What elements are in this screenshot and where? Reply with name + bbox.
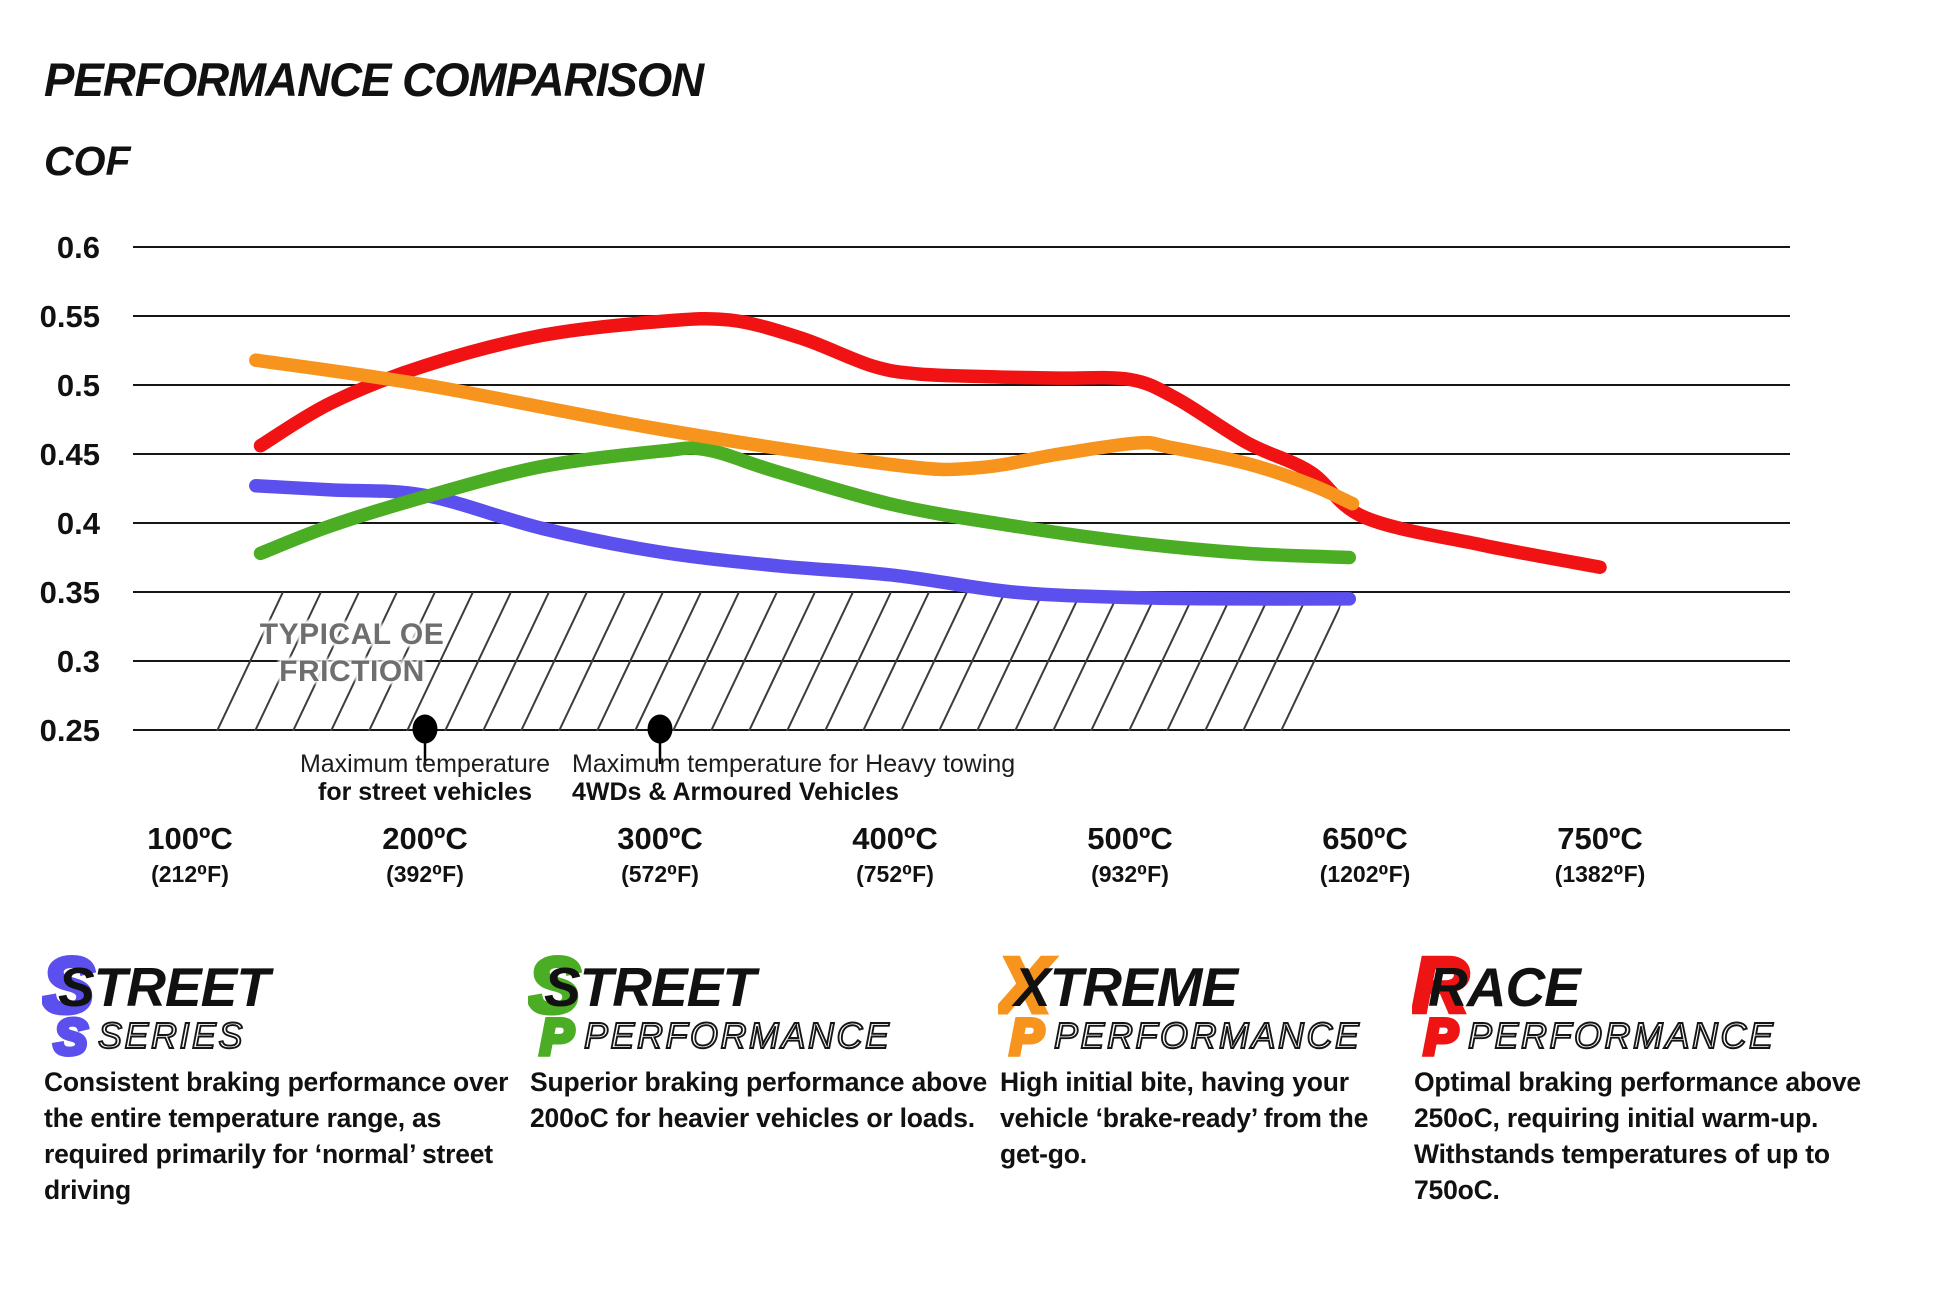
street-performance-badge-letter: S xyxy=(528,944,580,1029)
legend-street-series: S S STREET SERIES Consistent braking per… xyxy=(42,944,527,1208)
y-tick-label-0.25: 0.25 xyxy=(40,713,100,748)
street-series-logo: S S STREET SERIES xyxy=(42,944,275,1058)
street-performance-description: Superior braking performance above 200oC… xyxy=(530,1067,988,1134)
race-performance-badge-letter: R xyxy=(1412,944,1468,1029)
x-tick-label-750f: (1382⁰F) xyxy=(1555,861,1646,887)
series-line-xtreme-performance xyxy=(249,353,1360,511)
annotation-text-0-line1: Maximum temperature xyxy=(300,750,550,778)
x-tick-label-300c: 300ºC xyxy=(617,821,702,856)
xtreme-performance-badge-letter-2: P xyxy=(1010,1009,1044,1058)
y-tick-label-0.6: 0.6 xyxy=(57,230,100,265)
legend-xtreme-performance: X P XTREME PERFORMANCE High initial bite… xyxy=(998,944,1370,1172)
street-series-word: STREET xyxy=(58,956,274,1018)
y-axis-title: COF xyxy=(44,138,131,184)
street-series-subword: SERIES xyxy=(98,1015,245,1056)
x-tick-label-500c: 500ºC xyxy=(1087,821,1172,856)
x-tick-label-100f: (212⁰F) xyxy=(151,861,229,887)
street-performance-subword: PERFORMANCE xyxy=(584,1015,892,1056)
typical-oe-friction-label: TYPICAL OE FRICTION xyxy=(252,617,452,691)
street-performance-logo: S P STREET PERFORMANCE xyxy=(528,944,892,1058)
street-performance-word: STREET xyxy=(544,956,760,1018)
street-performance-badge-letter-2: P xyxy=(540,1009,574,1058)
annotation-dot-200 xyxy=(412,714,438,744)
typical-oe-friction-band xyxy=(207,592,1345,731)
race-performance-description: Optimal braking performance above 250oC,… xyxy=(1414,1067,1861,1206)
xtreme-performance-subword: PERFORMANCE xyxy=(1054,1015,1362,1056)
annotation-text-1-line1: Maximum temperature for Heavy towing xyxy=(572,750,1015,778)
annotation-text-1-line2: 4WDs & Armoured Vehicles xyxy=(572,778,899,806)
xtreme-performance-description: High initial bite, having your vehicle ‘… xyxy=(1000,1067,1369,1170)
x-tick-label-400c: 400ºC xyxy=(852,821,937,856)
y-tick-label-0.55: 0.55 xyxy=(40,299,100,334)
oe-label-line2: FRICTION xyxy=(279,654,425,688)
race-performance-badge-letter-2: P xyxy=(1424,1009,1458,1058)
series-line-street-performance xyxy=(253,441,1357,565)
annotation-dot-300 xyxy=(647,714,673,744)
y-tick-label-0.4: 0.4 xyxy=(57,506,101,541)
xtreme-performance-word: XTREME xyxy=(1011,956,1241,1018)
y-tick-label-0.3: 0.3 xyxy=(57,644,100,679)
x-tick-label-750c: 750ºC xyxy=(1557,821,1642,856)
race-performance-subword: PERFORMANCE xyxy=(1468,1015,1776,1056)
xtreme-performance-logo: X P XTREME PERFORMANCE xyxy=(998,944,1362,1058)
y-tick-label-0.45: 0.45 xyxy=(40,437,100,472)
x-tick-label-500f: (932⁰F) xyxy=(1091,861,1169,887)
street-series-badge-letter: S xyxy=(42,944,94,1029)
x-tick-label-300f: (572⁰F) xyxy=(621,861,699,887)
page-title: PERFORMANCE COMPARISON xyxy=(44,53,704,106)
street-series-description: Consistent braking performance over the … xyxy=(44,1067,509,1206)
x-tick-label-200f: (392⁰F) xyxy=(386,861,464,887)
legend-race-performance: R P RACE PERFORMANCE Optimal braking per… xyxy=(1412,944,1890,1208)
xtreme-performance-badge-letter: X xyxy=(998,944,1054,1029)
legend-street-performance: S P STREET PERFORMANCE Superior braking … xyxy=(528,944,1006,1136)
street-series-badge-letter-2: S xyxy=(54,1009,87,1058)
x-tick-label-100c: 100ºC xyxy=(147,821,232,856)
x-tick-label-650c: 650ºC xyxy=(1322,821,1407,856)
annotation-text-0-line2: for street vehicles xyxy=(318,778,532,806)
race-performance-logo: R P RACE PERFORMANCE xyxy=(1412,944,1776,1058)
oe-label-line1: TYPICAL OE xyxy=(259,618,445,651)
y-tick-label-0.5: 0.5 xyxy=(57,368,100,403)
race-performance-word: RACE xyxy=(1428,956,1583,1018)
x-tick-label-200c: 200ºC xyxy=(382,821,467,856)
y-tick-label-0.35: 0.35 xyxy=(40,575,100,610)
series-line-race-performance xyxy=(253,311,1607,574)
x-tick-label-400f: (752⁰F) xyxy=(856,861,934,887)
x-tick-label-650f: (1202⁰F) xyxy=(1320,861,1411,887)
